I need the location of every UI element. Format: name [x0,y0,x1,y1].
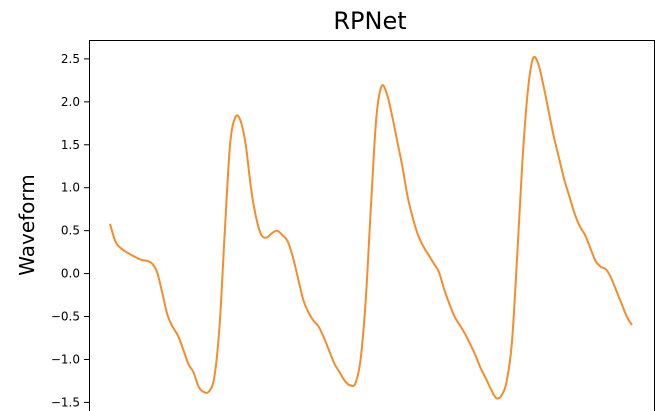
y-tick-label: 0.5 [61,224,80,238]
y-tick-label: 0.0 [61,267,80,281]
y-tick-label: −0.5 [51,310,80,324]
y-tick-label: −1.0 [51,352,80,366]
y-tick-label: 2.5 [61,52,80,66]
y-tick-label: 1.5 [61,138,80,152]
y-tick-label: 1.0 [61,181,80,195]
y-axis-label: Waveform [15,174,39,276]
y-tick-label: −1.5 [51,395,80,409]
y-axis-ticks: −1.5 −1.0 −0.5 0.0 0.5 1.0 1.5 2.0 2.5 [51,52,89,409]
chart-title: RPNet [333,7,406,35]
plot-area [109,55,633,400]
waveform-series-line [109,55,633,400]
y-tick-label: 2.0 [61,95,80,109]
axes-frame [89,40,655,411]
